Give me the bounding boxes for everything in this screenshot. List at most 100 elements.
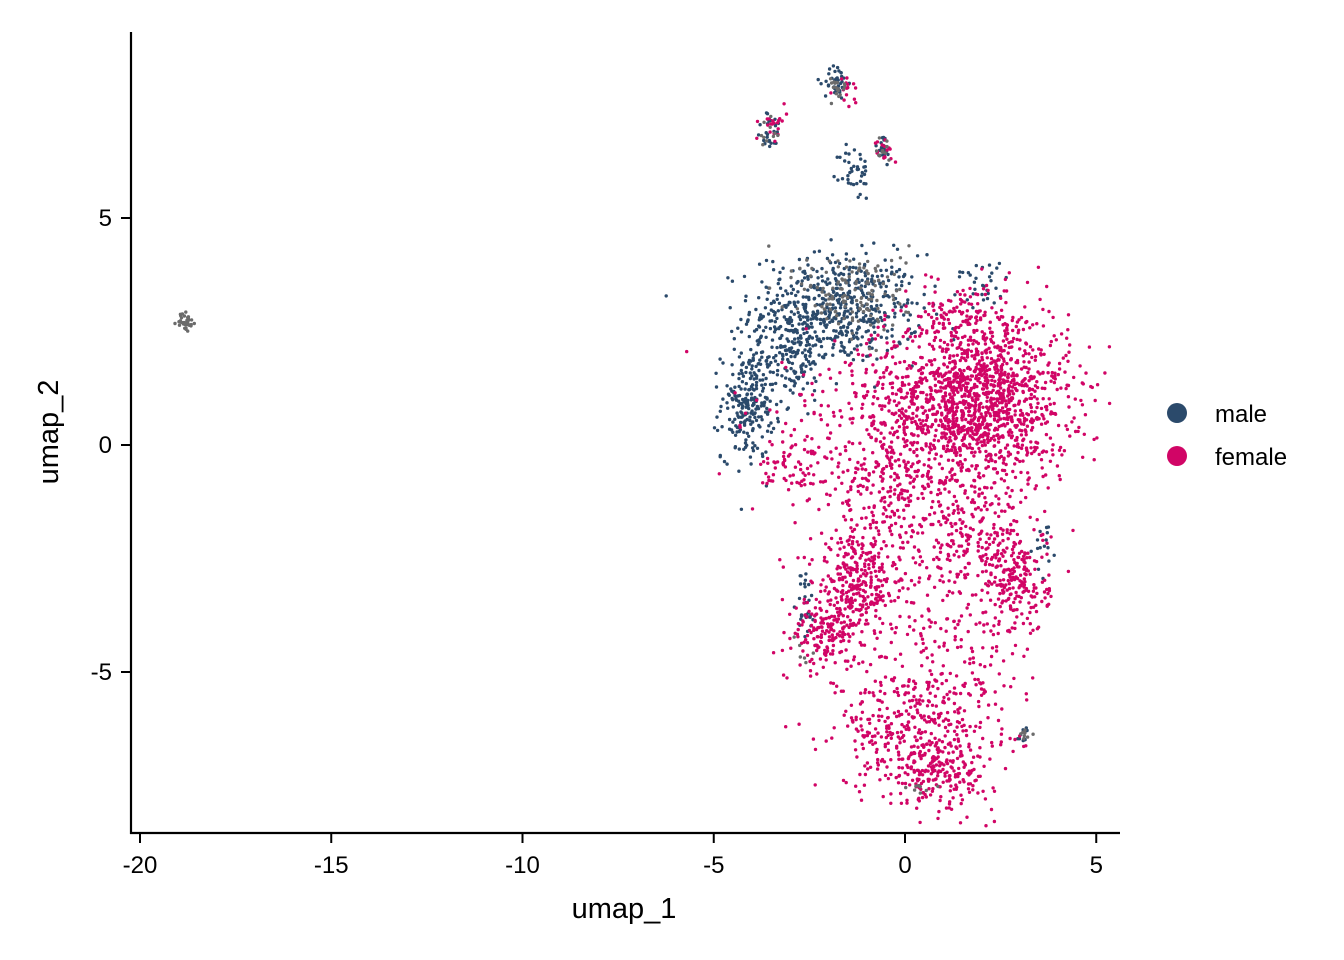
- data-point: [852, 97, 857, 101]
- data-point: [985, 507, 989, 512]
- data-point: [906, 310, 911, 315]
- data-point: [971, 306, 975, 310]
- data-point: [917, 418, 922, 422]
- data-point: [926, 430, 931, 434]
- data-point: [973, 490, 977, 494]
- data-point: [1089, 384, 1093, 389]
- data-point: [843, 445, 847, 449]
- data-point: [950, 477, 954, 481]
- data-point: [848, 573, 853, 578]
- data-point: [971, 784, 975, 788]
- data-point: [942, 446, 946, 451]
- data-point: [774, 353, 778, 358]
- data-point: [1001, 357, 1006, 361]
- data-point: [755, 446, 760, 450]
- data-point: [851, 592, 856, 596]
- data-point: [919, 694, 923, 698]
- data-point: [888, 431, 892, 435]
- data-point: [931, 499, 935, 504]
- data-point: [951, 542, 956, 546]
- data-point: [958, 706, 962, 710]
- data-point: [884, 284, 888, 289]
- data-point: [826, 404, 830, 408]
- data-point: [731, 430, 735, 434]
- data-point: [1012, 540, 1016, 545]
- data-point: [902, 313, 906, 317]
- data-point: [776, 416, 780, 421]
- data-point: [900, 283, 904, 288]
- data-point: [1047, 573, 1051, 577]
- data-point: [1000, 601, 1004, 605]
- data-point: [840, 74, 844, 79]
- data-point: [753, 415, 757, 420]
- data-point: [1013, 409, 1017, 413]
- data-point: [850, 316, 855, 320]
- data-point: [820, 629, 825, 633]
- data-point: [1025, 556, 1029, 560]
- data-point: [936, 774, 940, 778]
- data-point: [953, 478, 958, 483]
- data-point: [984, 466, 988, 470]
- data-point: [951, 796, 955, 800]
- data-point: [825, 317, 829, 321]
- data-point: [986, 546, 990, 550]
- data-point: [905, 346, 909, 351]
- data-point: [992, 444, 996, 448]
- data-point: [896, 476, 901, 480]
- data-point: [917, 770, 922, 774]
- data-point: [810, 361, 815, 365]
- data-point: [947, 589, 951, 594]
- data-point: [980, 491, 984, 495]
- data-point: [842, 620, 846, 624]
- data-point: [906, 691, 911, 695]
- data-point: [877, 490, 882, 494]
- data-point: [970, 512, 974, 517]
- data-point: [856, 460, 860, 465]
- data-point: [1002, 381, 1006, 385]
- data-point: [898, 360, 902, 365]
- data-point: [968, 378, 973, 382]
- data-point: [782, 450, 786, 455]
- data-point: [848, 618, 852, 622]
- data-point: [948, 435, 952, 440]
- data-point: [875, 747, 879, 752]
- data-point: [746, 318, 750, 322]
- data-point: [944, 717, 948, 721]
- data-point: [788, 612, 792, 616]
- data-point: [982, 691, 986, 695]
- data-point: [813, 619, 817, 624]
- data-point: [1036, 567, 1041, 571]
- data-point: [931, 304, 935, 308]
- data-point: [965, 314, 969, 318]
- data-point: [857, 661, 861, 666]
- data-point: [856, 729, 860, 733]
- data-point: [964, 399, 968, 404]
- data-point: [889, 258, 894, 263]
- data-point: [997, 411, 1001, 415]
- data-point: [983, 485, 987, 490]
- data-point: [1012, 558, 1016, 562]
- data-point: [882, 324, 886, 329]
- data-point: [847, 104, 851, 109]
- data-point: [986, 407, 991, 412]
- data-point: [814, 612, 819, 616]
- data-point: [1057, 474, 1062, 478]
- data-point: [928, 743, 932, 747]
- data-point: [819, 608, 823, 612]
- data-point: [916, 531, 920, 535]
- data-point: [1041, 324, 1046, 328]
- data-point: [858, 618, 862, 622]
- data-point: [881, 599, 885, 603]
- data-point: [968, 613, 972, 617]
- data-point: [873, 554, 877, 558]
- data-point: [1009, 685, 1013, 689]
- data-point: [976, 791, 980, 795]
- data-point: [1009, 605, 1013, 610]
- data-point: [831, 410, 836, 415]
- data-point: [889, 523, 894, 527]
- data-point: [1022, 360, 1026, 364]
- data-point: [994, 556, 998, 560]
- data-point: [838, 572, 843, 576]
- data-point: [841, 501, 845, 505]
- data-point: [996, 549, 1000, 553]
